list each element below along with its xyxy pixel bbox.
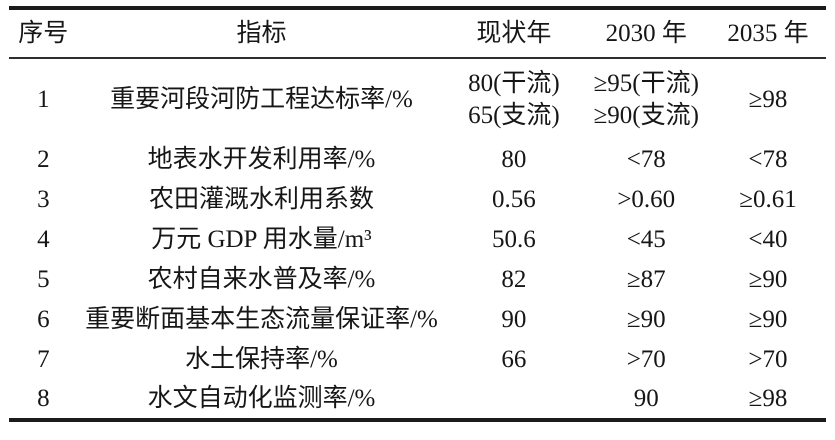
- table-row: 8 水文自动化监测率/% 90 ≥98: [9, 380, 826, 420]
- col-header-no: 序号: [9, 8, 78, 59]
- table-row: 7 水土保持率/% 66 >70 >70: [9, 340, 826, 380]
- cell-indicator: 地表水开发利用率/%: [147, 146, 376, 173]
- cell-no: 5: [37, 266, 50, 293]
- cell-2030: <78: [626, 146, 666, 173]
- cell-2035: >70: [748, 346, 788, 373]
- cell-2030: ≥95(干流) ≥90(支流): [593, 69, 699, 129]
- cell-2035: ≥90: [748, 306, 788, 333]
- cell-no: 4: [37, 226, 50, 253]
- col-header-2035: 2035 年: [709, 8, 826, 59]
- cell-no: 6: [37, 306, 50, 333]
- col-header-2030: 2030 年: [582, 8, 710, 59]
- cell-current-year: 50.6: [492, 226, 536, 253]
- cell-indicator: 重要断面基本生态流量保证率/%: [85, 306, 438, 333]
- cell-indicator: 万元 GDP 用水量/m³: [151, 226, 372, 253]
- cell-2035: ≥0.61: [739, 186, 797, 213]
- cell-current-year: 90: [501, 306, 527, 333]
- col-header-indicator: 指标: [77, 8, 446, 59]
- cell-current-year: 80(干流) 65(支流): [468, 69, 560, 129]
- table-row: 4 万元 GDP 用水量/m³ 50.6 <45 <40: [9, 220, 826, 260]
- cell-2030: ≥90: [626, 306, 666, 333]
- cell-current-year: 82: [501, 266, 527, 293]
- cell-indicator: 重要河段河防工程达标率/%: [110, 85, 413, 113]
- table-row: 3 农田灌溉水利用系数 0.56 >0.60 ≥0.61: [9, 180, 826, 220]
- table-body: 1 重要河段河防工程达标率/% 80(干流) 65(支流) ≥95(干流) ≥9…: [9, 58, 826, 420]
- cell-no: 1: [37, 85, 50, 113]
- col-header-current-year: 现状年: [445, 8, 583, 59]
- cell-no: 8: [37, 385, 50, 412]
- cell-2035: ≥98: [748, 385, 788, 412]
- cell-current-year: 66: [501, 346, 527, 373]
- cell-2030: >0.60: [617, 186, 676, 213]
- cell-2030: <45: [626, 226, 666, 253]
- table-header: 序号 指标 现状年 2030 年 2035 年: [9, 8, 826, 59]
- header-row: 序号 指标 现状年 2030 年 2035 年: [9, 8, 826, 59]
- cell-2035: <78: [748, 146, 788, 173]
- cell-2035: ≥98: [748, 85, 788, 113]
- cell-no: 3: [37, 186, 50, 213]
- cell-2030: 90: [633, 385, 659, 412]
- cell-current-year: [445, 380, 582, 420]
- cell-indicator: 水文自动化监测率/%: [147, 385, 376, 412]
- cell-2035: <40: [748, 226, 788, 253]
- cell-indicator: 农田灌溉水利用系数: [148, 186, 374, 213]
- table-row: 2 地表水开发利用率/% 80 <78 <78: [9, 140, 826, 180]
- cell-2030: >70: [626, 346, 666, 373]
- cell-indicator: 水土保持率/%: [185, 346, 338, 373]
- indicators-table: 序号 指标 现状年 2030 年 2035 年 1 重要河段河防工程达标率/% …: [9, 6, 826, 422]
- cell-current-year: 0.56: [492, 186, 536, 213]
- cell-current-year: 80: [501, 146, 527, 173]
- cell-no: 2: [37, 146, 50, 173]
- table-row: 1 重要河段河防工程达标率/% 80(干流) 65(支流) ≥95(干流) ≥9…: [9, 58, 826, 140]
- cell-indicator: 农村自来水普及率/%: [147, 266, 376, 293]
- cell-2035: ≥90: [748, 266, 788, 293]
- cell-no: 7: [37, 346, 50, 373]
- table-row: 5 农村自来水普及率/% 82 ≥87 ≥90: [9, 260, 826, 300]
- table-row: 6 重要断面基本生态流量保证率/% 90 ≥90 ≥90: [9, 300, 826, 340]
- cell-2030: ≥87: [626, 266, 666, 293]
